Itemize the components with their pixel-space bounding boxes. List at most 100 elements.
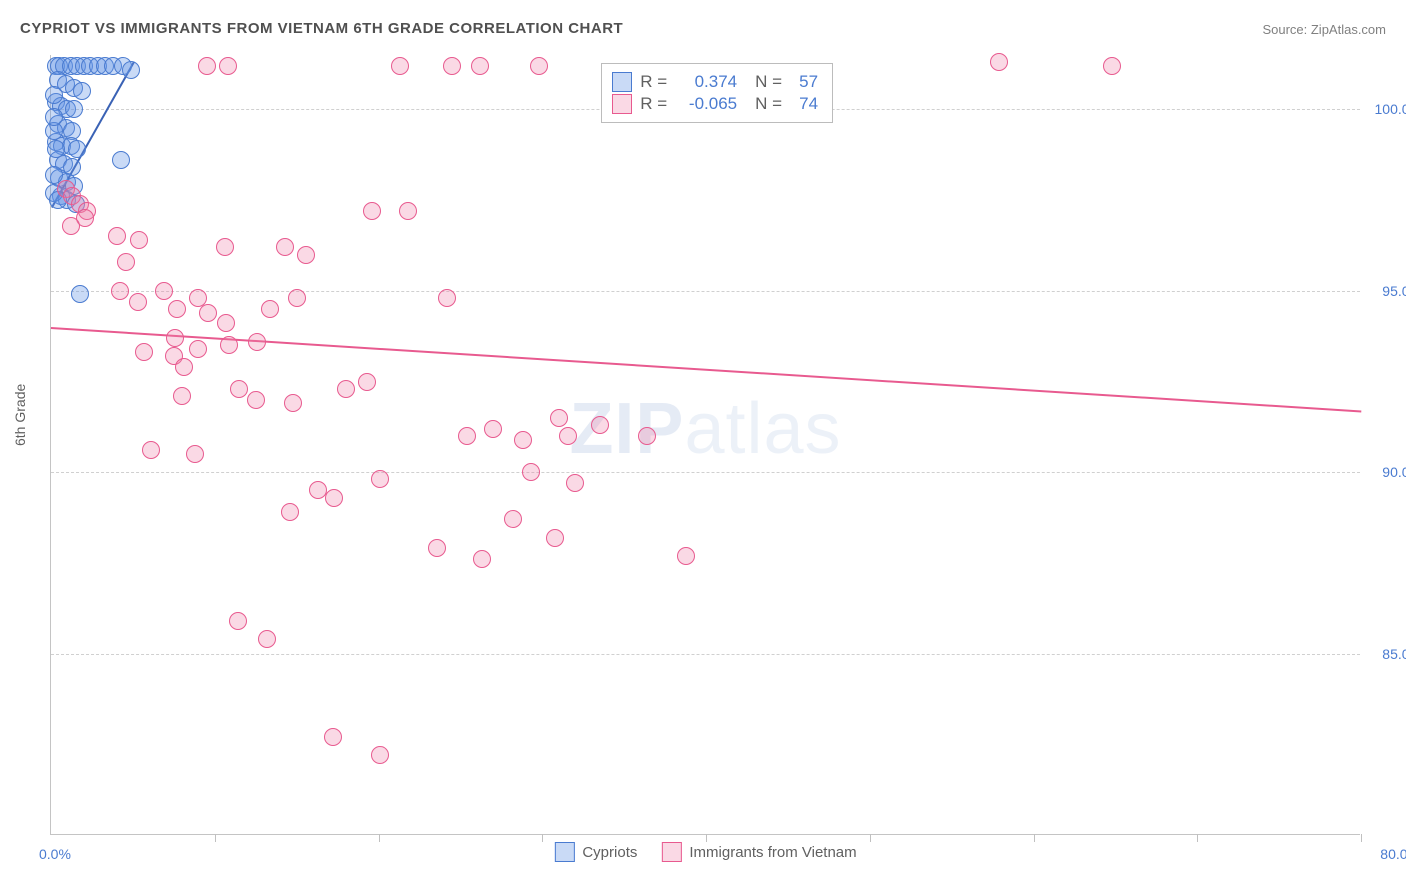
data-point — [284, 394, 302, 412]
stats-legend: R =0.374N =57R =-0.065N =74 — [601, 63, 833, 123]
x-tick — [542, 834, 543, 842]
r-value: -0.065 — [675, 94, 737, 114]
source-name: ZipAtlas.com — [1311, 22, 1386, 37]
data-point — [135, 343, 153, 361]
legend-swatch — [554, 842, 574, 862]
stats-legend-row: R = 0.374 N = 57 — [612, 72, 818, 92]
data-point — [566, 474, 584, 492]
r-value: 0.374 — [675, 72, 737, 92]
data-point — [1103, 57, 1121, 75]
stats-legend-row: R =-0.065N =74 — [612, 94, 818, 114]
data-point — [276, 238, 294, 256]
scatter-chart: ZIPatlas 85.0%90.0%95.0%100.0%0.0%80.0%R… — [50, 55, 1360, 835]
data-point — [112, 151, 130, 169]
data-point — [399, 202, 417, 220]
data-point — [258, 630, 276, 648]
data-point — [438, 289, 456, 307]
data-point — [229, 612, 247, 630]
x-tick — [1197, 834, 1198, 842]
legend-swatch — [612, 72, 632, 92]
data-point — [559, 427, 577, 445]
watermark: ZIPatlas — [569, 388, 841, 470]
data-point — [175, 358, 193, 376]
data-point — [220, 336, 238, 354]
data-point — [371, 470, 389, 488]
data-point — [324, 728, 342, 746]
chart-title: CYPRIOT VS IMMIGRANTS FROM VIETNAM 6TH G… — [20, 20, 623, 37]
data-point — [261, 300, 279, 318]
data-point — [309, 481, 327, 499]
data-point — [68, 140, 86, 158]
data-point — [230, 380, 248, 398]
data-point — [297, 246, 315, 264]
data-point — [117, 253, 135, 271]
data-point — [217, 314, 235, 332]
x-tick — [379, 834, 380, 842]
data-point — [473, 550, 491, 568]
x-tick — [215, 834, 216, 842]
data-point — [638, 427, 656, 445]
x-max-label: 80.0% — [1380, 846, 1406, 862]
data-point — [288, 289, 306, 307]
gridline-h — [51, 291, 1360, 292]
y-tick-label: 90.0% — [1382, 464, 1406, 480]
data-point — [62, 217, 80, 235]
data-point — [391, 57, 409, 75]
data-point — [504, 510, 522, 528]
data-point — [168, 300, 186, 318]
data-point — [73, 82, 91, 100]
data-point — [677, 547, 695, 565]
watermark-bold: ZIP — [569, 389, 684, 469]
data-point — [484, 420, 502, 438]
data-point — [363, 202, 381, 220]
legend-swatch — [661, 842, 681, 862]
data-point — [428, 539, 446, 557]
legend-label: Cypriots — [582, 844, 637, 861]
x-tick — [1034, 834, 1035, 842]
x-min-label: 0.0% — [39, 846, 71, 862]
data-point — [530, 57, 548, 75]
gridline-h — [51, 654, 1360, 655]
data-point — [71, 285, 89, 303]
data-point — [371, 746, 389, 764]
y-axis-label: 6th Grade — [12, 384, 28, 446]
watermark-light: atlas — [684, 389, 841, 469]
y-tick-label: 100.0% — [1375, 101, 1406, 117]
data-point — [108, 227, 126, 245]
n-value: 57 — [790, 72, 818, 92]
n-label: N = — [755, 94, 782, 114]
data-point — [129, 293, 147, 311]
data-point — [591, 416, 609, 434]
data-point — [130, 231, 148, 249]
data-point — [216, 238, 234, 256]
source-prefix: Source: — [1262, 22, 1310, 37]
data-point — [325, 489, 343, 507]
data-point — [471, 57, 489, 75]
data-point — [47, 140, 65, 158]
x-tick — [706, 834, 707, 842]
data-point — [546, 529, 564, 547]
y-tick-label: 95.0% — [1382, 283, 1406, 299]
data-point — [45, 108, 63, 126]
legend-item: Cypriots — [554, 842, 637, 862]
data-point — [111, 282, 129, 300]
data-point — [45, 86, 63, 104]
r-label: R = — [640, 72, 667, 92]
data-point — [550, 409, 568, 427]
data-point — [443, 57, 461, 75]
data-point — [337, 380, 355, 398]
data-point — [199, 304, 217, 322]
y-tick-label: 85.0% — [1382, 646, 1406, 662]
series-legend: CypriotsImmigrants from Vietnam — [554, 842, 856, 862]
data-point — [155, 282, 173, 300]
n-label: N = — [755, 72, 782, 92]
x-tick — [870, 834, 871, 842]
data-point — [458, 427, 476, 445]
gridline-h — [51, 472, 1360, 473]
legend-swatch — [612, 94, 632, 114]
data-point — [142, 441, 160, 459]
data-point — [358, 373, 376, 391]
source-attribution: Source: ZipAtlas.com — [1262, 22, 1386, 37]
x-tick — [1361, 834, 1362, 842]
r-label: R = — [640, 94, 667, 114]
